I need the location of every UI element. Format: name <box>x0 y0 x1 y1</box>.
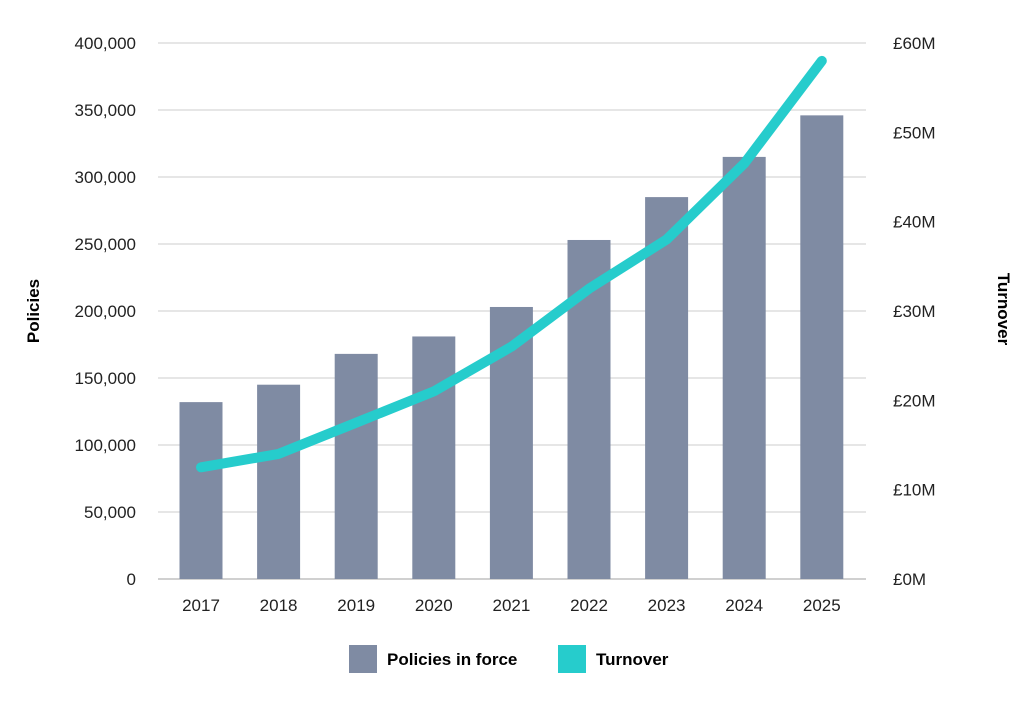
y2-tick-label: £30M <box>893 302 936 321</box>
y-tick-label: 350,000 <box>75 101 136 120</box>
y2-axis-title: Turnover <box>994 273 1013 346</box>
turnover-point-2017 <box>200 466 202 469</box>
left-axis-ticks: 0 50,000 100,000 150,000 200,000 250,000 300,0… <box>75 34 136 589</box>
bar-policies-2023 <box>645 197 689 579</box>
bars <box>179 115 844 580</box>
y-tick-label: 250,000 <box>75 235 136 254</box>
turnover-point-2022 <box>588 287 590 290</box>
y-tick-label: 200,000 <box>75 302 136 321</box>
turnover-point-2024 <box>743 162 746 165</box>
y-tick-label: 300,000 <box>75 168 136 187</box>
turnover-point-2023 <box>665 238 668 241</box>
bar-policies-2025 <box>800 115 844 580</box>
turnover-point-2018 <box>277 452 280 455</box>
x-tick-label: 2019 <box>337 596 375 615</box>
y2-tick-label: £40M <box>893 213 936 232</box>
y2-tick-label: £10M <box>893 481 936 500</box>
turnover-point-2020 <box>432 390 435 393</box>
right-axis-ticks: £0M £10M £20M £30M £40M £50M £60M <box>893 34 936 589</box>
y-axis-title: Policies <box>24 279 43 343</box>
turnover-line-layer <box>196 55 827 473</box>
x-tick-label: 2025 <box>803 596 841 615</box>
x-tick-label: 2017 <box>182 596 220 615</box>
legend-label-turnover: Turnover <box>596 650 669 669</box>
y-tick-label: 100,000 <box>75 436 136 455</box>
bar-policies-2018 <box>257 384 301 579</box>
x-tick-label: 2022 <box>570 596 608 615</box>
x-tick-label: 2020 <box>415 596 453 615</box>
x-axis-ticks: 2017 2018 2019 2020 2021 2022 2023 2024 2025 <box>182 596 841 615</box>
turnover-point-2021 <box>510 345 513 348</box>
bar-policies-2020 <box>412 336 456 579</box>
y-tick-label: 0 <box>127 570 136 589</box>
y2-tick-label: £20M <box>893 391 936 410</box>
y2-tick-label: £60M <box>893 34 936 53</box>
x-tick-label: 2024 <box>725 596 763 615</box>
bar-policies-2017 <box>179 402 223 579</box>
y-tick-label: 400,000 <box>75 34 136 53</box>
legend: Policies in force Turnover <box>349 645 669 673</box>
legend-swatch-policies <box>349 645 377 673</box>
y2-tick-label: £0M <box>893 570 926 589</box>
bar-policies-2019 <box>334 353 378 579</box>
turnover-point-2019 <box>355 421 358 424</box>
y-tick-label: 150,000 <box>75 369 136 388</box>
x-tick-label: 2018 <box>260 596 298 615</box>
y-tick-label: 50,000 <box>84 503 136 522</box>
x-tick-label: 2023 <box>648 596 686 615</box>
bar-policies-2024 <box>722 156 766 579</box>
legend-swatch-turnover <box>558 645 586 673</box>
legend-label-policies: Policies in force <box>387 650 517 669</box>
turnover-point-2025 <box>820 59 823 62</box>
y2-tick-label: £50M <box>893 123 936 142</box>
x-tick-label: 2021 <box>492 596 530 615</box>
